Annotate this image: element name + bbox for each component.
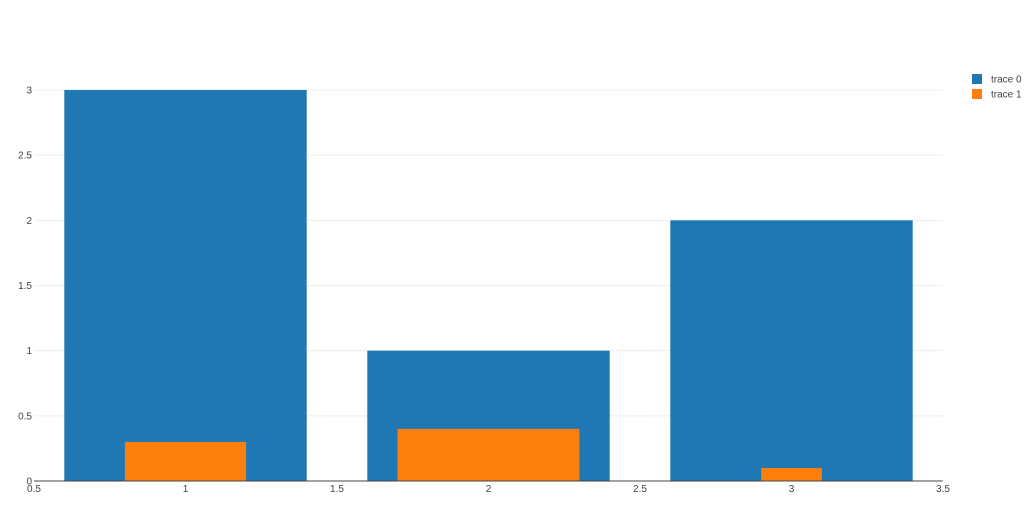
bar-trace-0-2[interactable]	[670, 220, 913, 482]
bar-trace-1-2[interactable]	[761, 467, 822, 481]
bar-trace-1-0[interactable]	[124, 441, 247, 481]
axes: 0.5 1 1.5 2 2.5 3 3.500.511.522.53	[18, 86, 950, 496]
legend-item-0[interactable]: trace 0	[972, 74, 1022, 86]
legend-label: trace 0	[991, 75, 1022, 86]
x-tick-label-3: 2	[486, 484, 492, 495]
y-tick-label-1: 0.5	[18, 411, 32, 422]
x-tick-label-1: 1	[183, 484, 189, 495]
legend-swatch	[972, 89, 982, 99]
legend[interactable]: trace 0 trace 1	[972, 74, 1022, 101]
legend-item-1[interactable]: trace 1	[972, 89, 1022, 101]
y-tick-label-2: 1	[26, 346, 32, 357]
legend-label: trace 1	[991, 90, 1022, 101]
y-tick-label-5: 2.5	[18, 151, 32, 162]
legend-swatch	[972, 74, 982, 84]
bar-trace-1-1[interactable]	[397, 428, 580, 481]
x-tick-label-5: 3	[789, 484, 795, 495]
x-tick-label-4: 2.5	[633, 484, 647, 495]
y-tick-label-0: 0	[26, 477, 32, 488]
y-tick-label-3: 1.5	[18, 281, 32, 292]
x-tick-label-2: 1.5	[330, 484, 344, 495]
plot-area	[64, 90, 913, 482]
x-tick-label-0: 0.5	[27, 484, 41, 495]
x-tick-label-6: 3.5	[936, 484, 950, 495]
y-tick-label-6: 3	[26, 86, 32, 97]
bar-trace-0-0[interactable]	[64, 90, 307, 481]
y-tick-label-4: 2	[26, 216, 32, 227]
